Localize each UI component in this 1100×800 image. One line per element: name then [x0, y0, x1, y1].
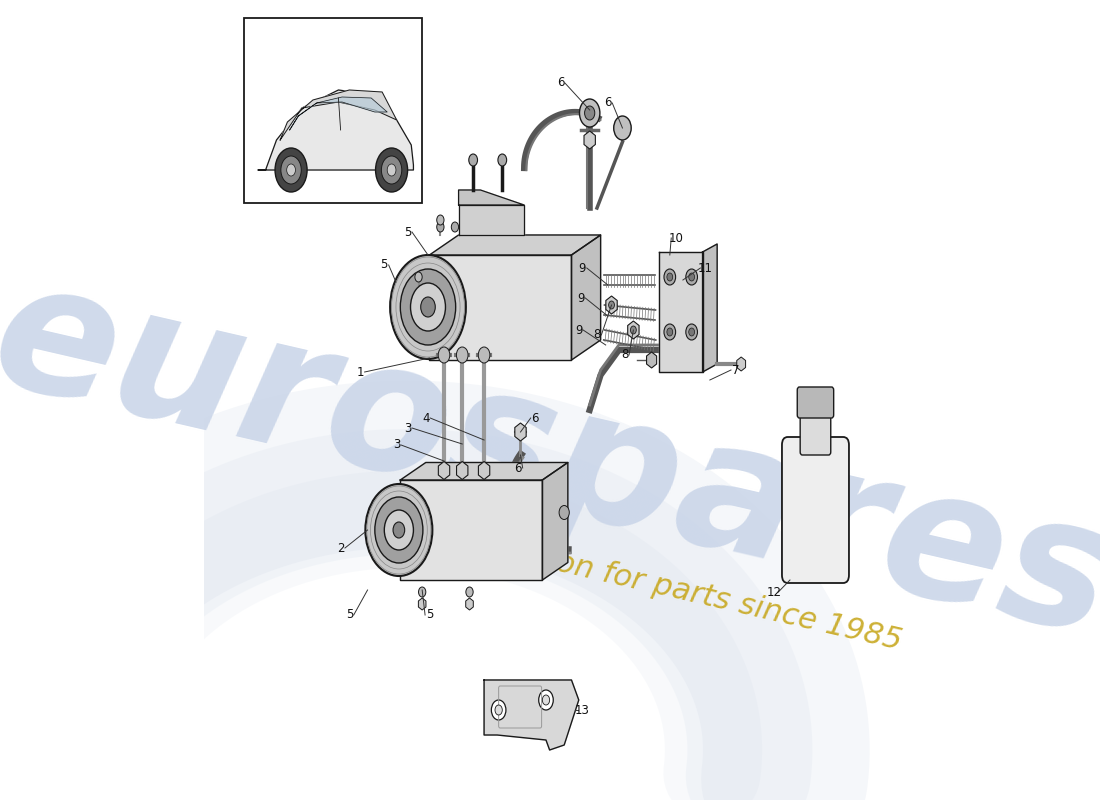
- Text: 9: 9: [575, 323, 583, 337]
- Text: 6: 6: [515, 462, 522, 474]
- Circle shape: [667, 273, 673, 281]
- Polygon shape: [737, 357, 746, 371]
- Text: 10: 10: [668, 231, 683, 245]
- Polygon shape: [289, 97, 387, 130]
- Text: 5: 5: [426, 609, 433, 622]
- Circle shape: [275, 148, 307, 192]
- Circle shape: [451, 222, 459, 232]
- Circle shape: [689, 273, 694, 281]
- Polygon shape: [606, 296, 617, 314]
- Polygon shape: [429, 255, 572, 360]
- Polygon shape: [703, 244, 717, 372]
- Circle shape: [664, 269, 675, 285]
- Polygon shape: [438, 462, 450, 479]
- Polygon shape: [280, 90, 397, 140]
- Text: eurospares: eurospares: [0, 246, 1100, 674]
- Circle shape: [438, 347, 450, 363]
- Circle shape: [667, 328, 673, 336]
- Circle shape: [420, 297, 436, 317]
- FancyBboxPatch shape: [798, 387, 834, 418]
- Text: 5: 5: [404, 226, 411, 238]
- Circle shape: [539, 690, 553, 710]
- Polygon shape: [515, 423, 526, 441]
- Text: 2: 2: [337, 542, 344, 554]
- Text: 9: 9: [578, 291, 585, 305]
- Polygon shape: [400, 480, 542, 580]
- Polygon shape: [628, 321, 639, 339]
- Text: 12: 12: [767, 586, 781, 598]
- Circle shape: [387, 164, 396, 176]
- Polygon shape: [542, 462, 568, 580]
- Text: 8: 8: [621, 349, 628, 362]
- Polygon shape: [484, 680, 579, 750]
- Text: 6: 6: [531, 411, 539, 425]
- Circle shape: [630, 326, 636, 334]
- Circle shape: [689, 328, 694, 336]
- Circle shape: [685, 324, 697, 340]
- Polygon shape: [429, 235, 601, 255]
- Polygon shape: [459, 190, 524, 205]
- Circle shape: [287, 164, 296, 176]
- Circle shape: [685, 269, 697, 285]
- Text: a passion for parts since 1985: a passion for parts since 1985: [449, 524, 905, 656]
- Polygon shape: [647, 352, 657, 368]
- Circle shape: [559, 506, 570, 519]
- Polygon shape: [478, 462, 490, 479]
- Circle shape: [584, 106, 595, 120]
- Text: 3: 3: [393, 438, 400, 451]
- Polygon shape: [400, 462, 568, 480]
- Circle shape: [437, 215, 444, 225]
- Text: 7: 7: [732, 363, 739, 377]
- Circle shape: [418, 587, 426, 597]
- Circle shape: [437, 222, 444, 232]
- Circle shape: [664, 324, 675, 340]
- Circle shape: [469, 154, 477, 166]
- Circle shape: [390, 255, 466, 359]
- Circle shape: [365, 484, 432, 576]
- Circle shape: [498, 154, 507, 166]
- Polygon shape: [459, 205, 524, 235]
- Text: 5: 5: [345, 609, 353, 622]
- Circle shape: [466, 587, 473, 597]
- Circle shape: [280, 156, 301, 184]
- Circle shape: [393, 522, 405, 538]
- Circle shape: [456, 347, 469, 363]
- FancyBboxPatch shape: [244, 18, 422, 203]
- Circle shape: [478, 347, 490, 363]
- Text: 11: 11: [697, 262, 713, 274]
- Circle shape: [580, 99, 600, 127]
- Polygon shape: [659, 252, 703, 372]
- Polygon shape: [456, 462, 468, 479]
- Circle shape: [375, 497, 422, 563]
- Circle shape: [375, 148, 408, 192]
- Circle shape: [495, 705, 503, 715]
- Text: 6: 6: [557, 77, 564, 90]
- FancyBboxPatch shape: [782, 437, 849, 583]
- Circle shape: [384, 510, 414, 550]
- Polygon shape: [258, 90, 414, 170]
- Circle shape: [608, 301, 615, 309]
- FancyBboxPatch shape: [800, 407, 830, 455]
- Polygon shape: [465, 598, 473, 610]
- Text: 1: 1: [356, 366, 364, 378]
- Circle shape: [410, 283, 446, 331]
- Polygon shape: [418, 598, 426, 610]
- Text: 13: 13: [575, 703, 590, 717]
- Polygon shape: [572, 235, 601, 360]
- Text: 6: 6: [604, 97, 612, 110]
- Text: 9: 9: [579, 262, 586, 274]
- Circle shape: [400, 269, 455, 345]
- Circle shape: [382, 156, 402, 184]
- Text: 8: 8: [593, 329, 601, 342]
- Text: 3: 3: [404, 422, 411, 434]
- Circle shape: [415, 272, 422, 282]
- Circle shape: [542, 695, 550, 705]
- Circle shape: [614, 116, 631, 140]
- Text: 5: 5: [381, 258, 388, 271]
- Polygon shape: [584, 131, 595, 149]
- Circle shape: [492, 700, 506, 720]
- Text: 4: 4: [422, 411, 430, 425]
